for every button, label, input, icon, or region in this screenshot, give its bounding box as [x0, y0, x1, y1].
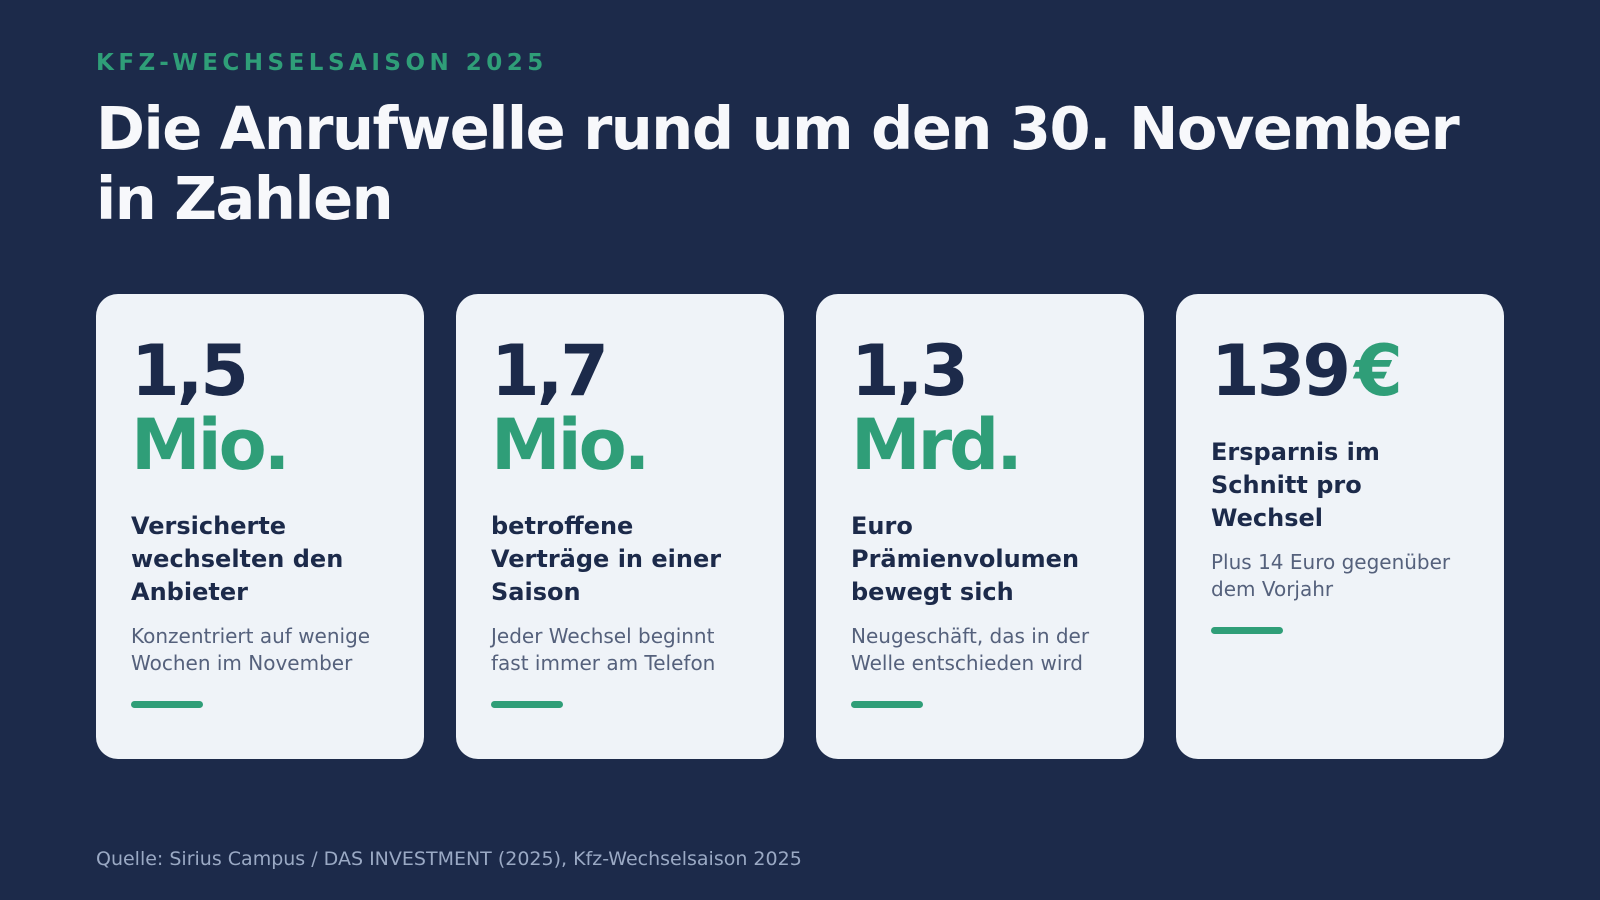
stat-cards: 1,5 Mio. Versicherte wechselten den Anbi…	[96, 294, 1504, 759]
stat-value: 139	[1211, 330, 1351, 412]
stat-subtitle: Jeder Wechsel beginnt fast immer am Tele…	[491, 624, 716, 675]
stat-unit: Mio.	[491, 404, 650, 486]
stat-subtitle: Konzentriert auf wenige Wochen im Novemb…	[131, 624, 371, 675]
stat-title: Euro Prämienvolumen bewegt sich	[851, 512, 1080, 606]
page-title: Die Anrufwelle rund um den 30. November …	[96, 94, 1460, 233]
accent-bar	[491, 701, 563, 708]
eyebrow-label: KFZ-WECHSELSAISON 2025	[96, 50, 548, 76]
stat-subtitle: Neugeschäft, das in der Welle entschiede…	[851, 624, 1090, 675]
stat-title: betroffene Verträge in einer Saison	[491, 512, 722, 606]
stat-value: 1,5	[131, 330, 249, 412]
accent-bar	[131, 701, 203, 708]
stat-card-premium-volume: 1,3 Mrd. Euro Prämienvolumen bewegt sich…	[816, 294, 1144, 759]
stat-figure: 139€	[1211, 334, 1470, 408]
stat-unit: €	[1354, 330, 1403, 412]
stat-subtitle: Plus 14 Euro gegenüber dem Vorjahr	[1211, 550, 1451, 601]
source-note: Quelle: Sirius Campus / DAS INVESTMENT (…	[96, 848, 802, 870]
stat-figure: 1,3 Mrd.	[851, 334, 1110, 482]
stat-card-contracts: 1,7 Mio. betroffene Verträge in einer Sa…	[456, 294, 784, 759]
stat-figure: 1,5 Mio.	[131, 334, 390, 482]
stat-card-switchers: 1,5 Mio. Versicherte wechselten den Anbi…	[96, 294, 424, 759]
stat-value: 1,7	[491, 330, 609, 412]
accent-bar	[851, 701, 923, 708]
stat-figure: 1,7 Mio.	[491, 334, 750, 482]
stat-title: Ersparnis im Schnitt pro Wechsel	[1211, 438, 1380, 532]
accent-bar	[1211, 627, 1283, 634]
stat-unit: Mio.	[131, 404, 290, 486]
stat-unit: Mrd.	[851, 404, 1023, 486]
stat-card-savings: 139€ Ersparnis im Schnitt pro Wechsel Pl…	[1176, 294, 1504, 759]
stat-value: 1,3	[851, 330, 969, 412]
stat-title: Versicherte wechselten den Anbieter	[131, 512, 344, 606]
